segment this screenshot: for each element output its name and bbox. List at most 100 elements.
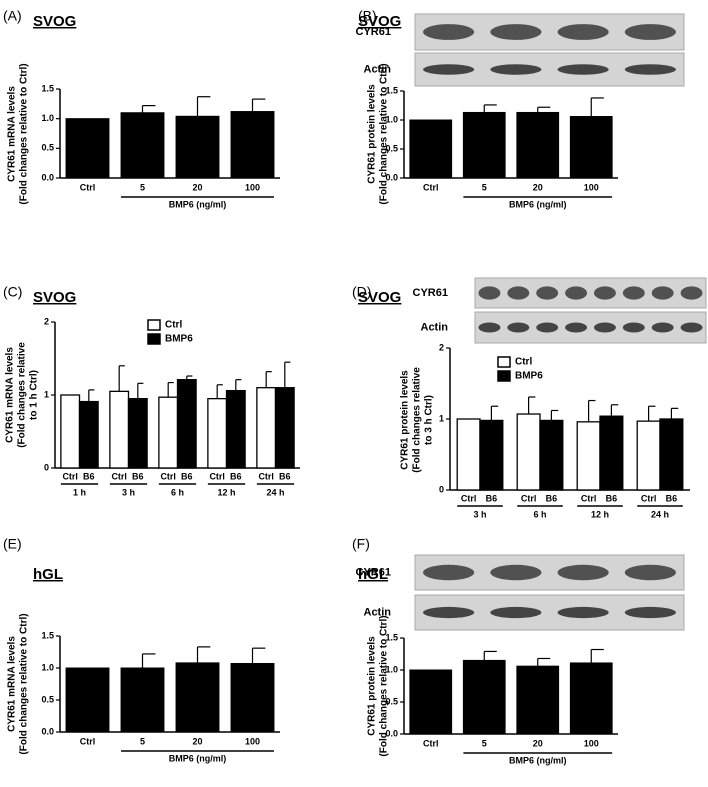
x-tick-label: 100 (584, 182, 599, 192)
bar (225, 389, 246, 469)
panel-label: (F) (352, 536, 370, 552)
y-axis-label: (Fold changes relative to Ctrl) (379, 63, 390, 204)
y-axis-label: to 1 h Ctrl) (29, 370, 40, 420)
x-tick-label: 5 (140, 736, 145, 746)
panel: (D)SVOG CYR61 protein levels (Fold changes… (352, 277, 707, 519)
group-label: 12 h (591, 509, 609, 519)
x-tick-label: Ctrl (423, 182, 439, 192)
legend-label: BMP6 (165, 334, 193, 345)
blot-band (624, 64, 676, 75)
y-axis-label: CYR61 protein levels (400, 370, 411, 470)
blot-band (557, 64, 609, 75)
bar-label: B6 (181, 471, 193, 481)
x-tick-label: 20 (192, 736, 202, 746)
panel: (F) hGL CYR61 protein levels (Fold changes … (352, 536, 685, 765)
x-tick-label: 20 (533, 182, 543, 192)
bar (175, 115, 220, 179)
blot-label: CYR61 (356, 566, 391, 578)
legend-swatch (147, 319, 161, 331)
y-axis-label: CYR61 protein levels (367, 636, 378, 736)
bar (539, 419, 564, 491)
bar (230, 111, 275, 179)
y-axis-label: (Fold changes relative to Ctrl) (19, 63, 30, 204)
y-tick-label: 1.0 (385, 114, 398, 124)
blot-band (507, 286, 530, 300)
cell-line: hGL (33, 566, 63, 583)
y-tick-label: 2 (439, 342, 444, 352)
legend-label: BMP6 (515, 371, 543, 382)
y-tick-label: 0 (439, 484, 444, 494)
bar (409, 669, 453, 735)
y-axis-label: CYR61 mRNA levels (5, 347, 16, 443)
group-label: 3 h (122, 487, 135, 497)
bar (65, 118, 110, 179)
bar-label: B6 (230, 471, 242, 481)
bar (456, 418, 481, 491)
y-tick-label: 1.5 (385, 85, 398, 95)
blot-band (593, 286, 616, 300)
x-tick-label: 100 (245, 182, 260, 192)
x-tick-label: Ctrl (80, 736, 96, 746)
blot-band (490, 24, 542, 40)
bar-label: B6 (486, 493, 498, 503)
x-tick-label: Ctrl (423, 738, 439, 748)
group-label: 6 h (171, 487, 184, 497)
bar (636, 420, 661, 491)
bar-label: Ctrl (160, 471, 176, 481)
bar (207, 397, 228, 469)
bar (516, 413, 541, 491)
bar (78, 400, 99, 469)
y-axis-label: (Fold changes relative to Ctrl) (19, 613, 30, 754)
bar (479, 419, 504, 491)
bar (175, 662, 220, 733)
y-axis-label: to 3 h Ctrl) (424, 395, 435, 445)
x-tick-label: 100 (245, 736, 260, 746)
bar-label: Ctrl (258, 471, 274, 481)
y-tick-label: 0.0 (41, 726, 54, 736)
blot-band (423, 24, 475, 40)
cell-line: SVOG (33, 13, 76, 30)
panel: (C) SVOG CYR61 mRNA levels (Fold changes re… (3, 284, 300, 497)
group-label: 12 h (217, 487, 235, 497)
group-label: 24 h (266, 487, 284, 497)
blot-band (593, 322, 616, 333)
y-axis-label: CYR61 mRNA levels (7, 86, 18, 182)
bar (462, 111, 506, 179)
legend-label: Ctrl (165, 320, 182, 331)
group-label: 3 h (473, 509, 486, 519)
legend-swatch (147, 333, 161, 345)
y-tick-label: 0.0 (385, 172, 398, 182)
bar (127, 397, 148, 469)
bar (120, 112, 165, 179)
blot-band (680, 322, 703, 333)
blot-band (557, 24, 609, 40)
cell-line: SVOG (358, 13, 401, 30)
blot-label: CYR61 (356, 26, 391, 38)
blot-band (565, 286, 588, 300)
x-tick-label: 5 (140, 182, 145, 192)
bar-label: Ctrl (209, 471, 225, 481)
y-tick-label: 0.0 (41, 172, 54, 182)
legend-label: Ctrl (515, 357, 532, 368)
bar-label: Ctrl (521, 493, 537, 503)
blot-band (557, 606, 609, 619)
bar (516, 665, 560, 735)
y-tick-label: 1 (44, 389, 49, 399)
blot-band (680, 286, 703, 300)
x-tick-label: Ctrl (80, 182, 96, 192)
y-axis-label: (Fold changes relative (17, 342, 28, 448)
cell-line: hGL (358, 566, 388, 583)
blot-band (536, 322, 559, 333)
bar-label: Ctrl (641, 493, 657, 503)
y-axis-label: CYR61 mRNA levels (7, 636, 18, 732)
y-axis-label: (Fold changes relative to Ctrl) (379, 615, 390, 756)
group-label: BMP6 (ng/ml) (509, 199, 567, 209)
bar (65, 667, 110, 733)
bar-label: B6 (132, 471, 144, 481)
x-tick-label: 20 (192, 182, 202, 192)
y-tick-label: 1.0 (385, 664, 398, 674)
blot-band (507, 322, 530, 333)
blot-band (478, 286, 501, 300)
blot-label: Actin (364, 606, 392, 618)
